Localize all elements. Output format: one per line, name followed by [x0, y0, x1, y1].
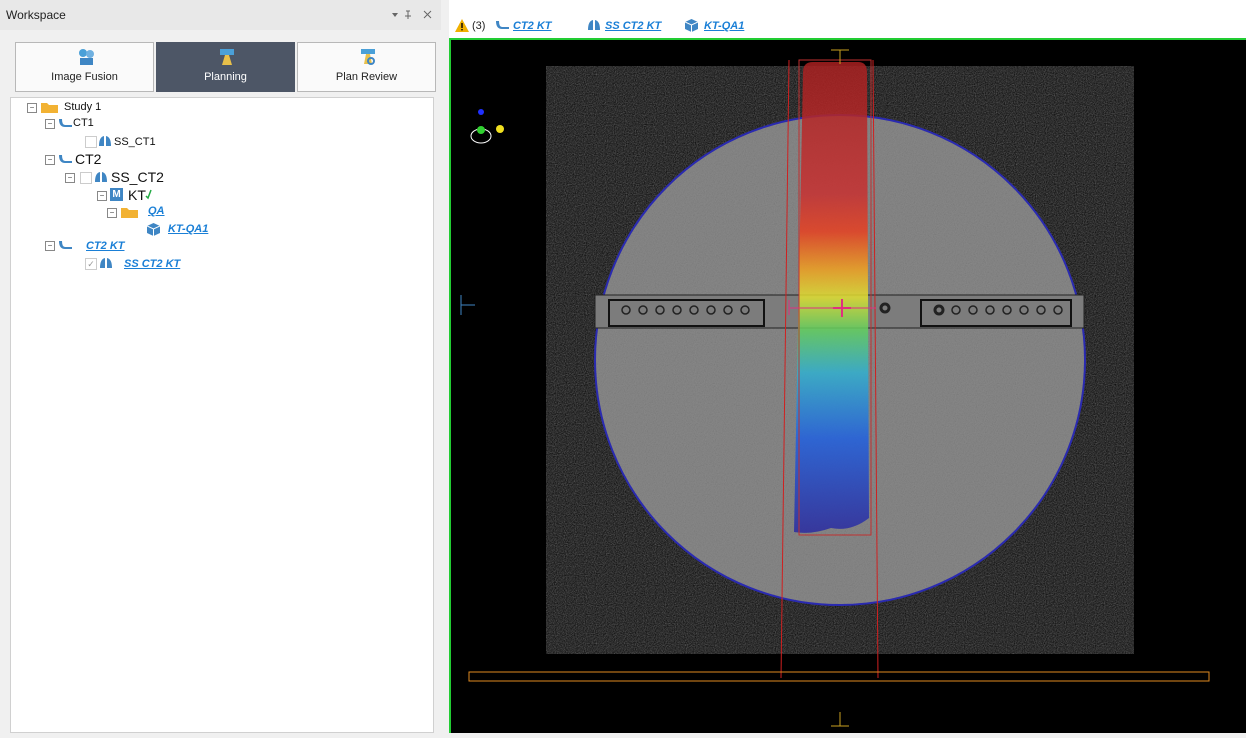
- image-icon: [57, 153, 73, 165]
- check-icon: [145, 188, 153, 200]
- ct-view: [451, 40, 1246, 733]
- checkbox[interactable]: ✓: [85, 258, 97, 270]
- tab-label: Planning: [157, 71, 294, 83]
- warning-count: (3): [472, 20, 485, 32]
- structure-icon: [99, 257, 113, 269]
- marker-top: [831, 50, 849, 64]
- viewer-toolbar: (3) CT2 KT SS CT2 KT KT-QA1: [449, 0, 1246, 40]
- marker-bottom: [831, 712, 849, 726]
- tab-plan-review[interactable]: Plan Review: [297, 42, 436, 92]
- tab-label: Image Fusion: [16, 71, 153, 83]
- checkbox[interactable]: [80, 172, 92, 184]
- tree-item[interactable]: KT-QA1: [168, 222, 208, 236]
- structure-icon: [98, 135, 112, 147]
- expander[interactable]: −: [65, 173, 75, 183]
- expander[interactable]: −: [45, 241, 55, 251]
- checkbox[interactable]: [85, 136, 97, 148]
- link[interactable]: CT2 KT: [513, 20, 552, 32]
- orientation-widget: [471, 109, 504, 143]
- tree-item[interactable]: Study 1: [64, 100, 101, 114]
- tree-item[interactable]: CT2 KT: [86, 239, 125, 253]
- image-viewer: [449, 40, 1246, 733]
- tree-item[interactable]: SS_CT1: [114, 135, 156, 149]
- tree-view: − Study 1 − CT1 SS_CT1 − CT2 − SS_CT2 − …: [10, 97, 434, 733]
- tree-item[interactable]: SS_CT2: [111, 169, 164, 185]
- expander[interactable]: −: [107, 208, 117, 218]
- panel-title: Workspace: [6, 8, 66, 22]
- structure-icon: [587, 19, 601, 31]
- expander[interactable]: −: [45, 119, 55, 129]
- expander[interactable]: −: [97, 191, 107, 201]
- folder-icon: [121, 206, 139, 218]
- tab-image-fusion[interactable]: Image Fusion: [15, 42, 154, 92]
- tree-item[interactable]: CT2: [75, 151, 101, 167]
- cube-icon: [147, 223, 160, 236]
- expander[interactable]: −: [45, 155, 55, 165]
- tree-item[interactable]: QA: [148, 204, 165, 218]
- tree-item[interactable]: SS CT2 KT: [124, 257, 180, 271]
- link[interactable]: KT-QA1: [704, 20, 744, 32]
- tab-planning[interactable]: Planning: [156, 42, 295, 92]
- page: {"workspace": {"title": "Workspace", "ta…: [0, 0, 1246, 733]
- cube-icon: [685, 19, 698, 32]
- tab-label: Plan Review: [298, 71, 435, 83]
- structure-icon: [94, 171, 108, 183]
- marker-left: [461, 295, 475, 315]
- workspace-panel: Workspace Image Fusion Planning Plan Rev…: [0, 0, 441, 733]
- warning-icon: [455, 19, 469, 32]
- link[interactable]: SS CT2 KT: [605, 20, 661, 32]
- couch: [469, 672, 1209, 681]
- expander[interactable]: −: [27, 103, 37, 113]
- panel-header: Workspace: [0, 0, 441, 30]
- tree-item[interactable]: CT1: [73, 116, 94, 130]
- model-icon: M: [110, 188, 123, 201]
- tree-item[interactable]: KT: [128, 187, 146, 203]
- image-icon: [57, 239, 73, 251]
- folder-icon: [41, 101, 59, 113]
- image-icon: [57, 117, 73, 129]
- image-icon: [494, 19, 510, 31]
- dose-wash: [794, 62, 869, 533]
- panel-controls[interactable]: [392, 10, 436, 22]
